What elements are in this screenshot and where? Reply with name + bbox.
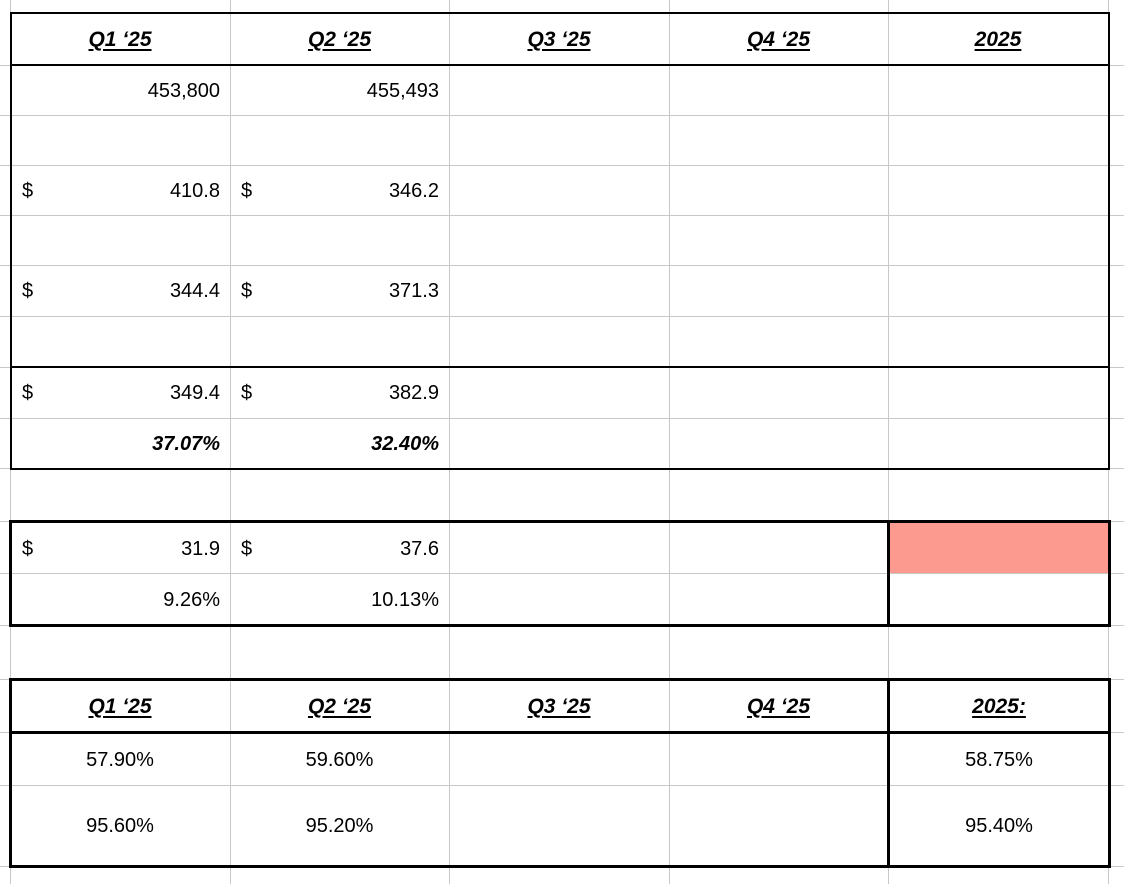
grid-row-line bbox=[0, 679, 1124, 680]
cell-q2[interactable]: 346.2 bbox=[388, 179, 439, 202]
cell-q2-percent[interactable]: 10.13% bbox=[371, 588, 439, 611]
header-q3[interactable]: Q3 ‘25 bbox=[527, 27, 591, 51]
header-2025[interactable]: 2025 bbox=[974, 27, 1022, 51]
header-divider bbox=[10, 64, 1110, 66]
header-q1[interactable]: Q1 ‘25 bbox=[88, 694, 152, 718]
cell-q1[interactable]: 344.4 bbox=[169, 280, 220, 302]
cell-q1[interactable]: 349.4 bbox=[169, 382, 220, 404]
cell-q1[interactable]: 410.8 bbox=[169, 179, 220, 202]
cell-q1-percent[interactable]: 95.60% bbox=[86, 815, 154, 837]
cell-q2-percent[interactable]: 32.40% bbox=[371, 432, 439, 455]
cell-q2[interactable]: 382.9 bbox=[388, 382, 439, 404]
header-2025[interactable]: 2025: bbox=[972, 694, 1026, 718]
grid-row-line bbox=[0, 625, 1124, 626]
grid-row-line bbox=[0, 468, 1124, 469]
cell-2025-percent[interactable]: 95.40% bbox=[965, 815, 1033, 837]
cell-q2[interactable]: 37.6 bbox=[400, 537, 439, 560]
grid-column-line bbox=[669, 0, 670, 884]
cell-2025-percent[interactable]: 58.75% bbox=[965, 749, 1033, 771]
middle-table-divider bbox=[887, 520, 890, 627]
currency-symbol: $ bbox=[22, 537, 34, 560]
grid-column-line bbox=[230, 0, 231, 884]
grid-row-line bbox=[0, 115, 1124, 116]
grid-row-line bbox=[0, 573, 1124, 574]
cell-q2-percent[interactable]: 59.60% bbox=[305, 749, 374, 771]
cell-q1[interactable]: 453,800 bbox=[147, 79, 220, 102]
section-divider bbox=[10, 366, 1110, 368]
currency-symbol: $ bbox=[241, 179, 253, 202]
grid-row-line bbox=[0, 785, 1124, 786]
currency-symbol: $ bbox=[241, 382, 253, 404]
grid-column-line bbox=[449, 0, 450, 884]
currency-symbol: $ bbox=[22, 382, 34, 404]
grid-row-line bbox=[0, 165, 1124, 166]
grid-row-line bbox=[0, 316, 1124, 317]
grid-row-line bbox=[0, 265, 1124, 266]
cell-q1-percent[interactable]: 9.26% bbox=[163, 588, 220, 611]
header-q2[interactable]: Q2 ‘25 bbox=[307, 694, 372, 718]
bottom-table-divider bbox=[887, 678, 890, 868]
cell-q2[interactable]: 371.3 bbox=[388, 280, 439, 302]
header-q2[interactable]: Q2 ‘25 bbox=[307, 27, 372, 51]
currency-symbol: $ bbox=[22, 280, 34, 302]
grid-row-line bbox=[0, 418, 1124, 419]
cell-q1-percent[interactable]: 37.07% bbox=[152, 432, 220, 455]
grid-row-line bbox=[0, 866, 1124, 867]
header-q4[interactable]: Q4 ‘25 bbox=[746, 27, 811, 51]
currency-symbol: $ bbox=[22, 179, 34, 202]
highlighted-cell[interactable] bbox=[889, 522, 1108, 573]
grid-row-line bbox=[0, 215, 1124, 216]
header-divider bbox=[9, 731, 1111, 734]
cell-q1[interactable]: 31.9 bbox=[181, 537, 220, 560]
cell-q2[interactable]: 455,493 bbox=[366, 79, 439, 102]
header-q3[interactable]: Q3 ‘25 bbox=[527, 694, 591, 718]
grid-column-line bbox=[888, 0, 889, 884]
currency-symbol: $ bbox=[241, 537, 253, 560]
cell-q1-percent[interactable]: 57.90% bbox=[86, 749, 154, 771]
grid-column-line bbox=[1108, 0, 1109, 884]
cell-q2-percent[interactable]: 95.20% bbox=[305, 815, 374, 837]
header-q1[interactable]: Q1 ‘25 bbox=[88, 27, 152, 51]
header-q4[interactable]: Q4 ‘25 bbox=[746, 694, 811, 718]
currency-symbol: $ bbox=[241, 280, 253, 302]
